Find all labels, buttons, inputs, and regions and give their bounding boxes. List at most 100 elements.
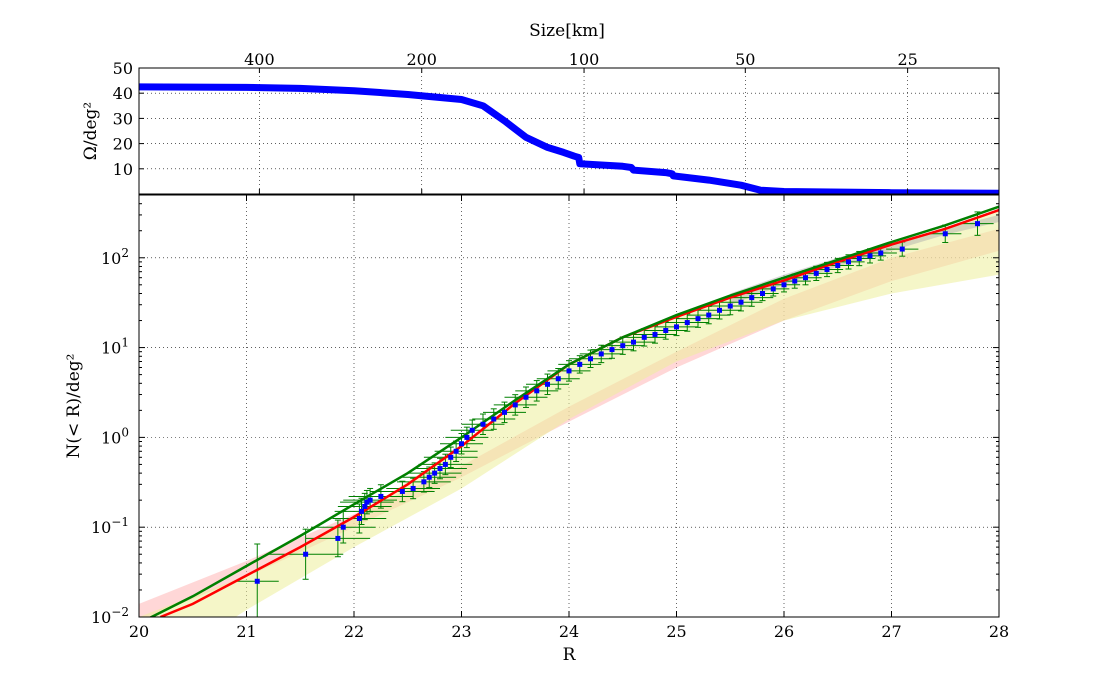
data-point — [442, 461, 448, 467]
data-point — [856, 256, 862, 262]
model-band-1 — [139, 210, 999, 617]
bottom-x-ticks: 20 21 22 23 24 25 26 27 28 — [129, 195, 1009, 641]
data-point — [674, 324, 679, 330]
data-point — [824, 267, 830, 273]
data-point — [502, 409, 507, 415]
data-point — [491, 416, 497, 422]
top-panel: 10 20 30 40 50 400 200 100 50 25 Size[km] Ω/deg² — [81, 21, 1000, 195]
data-point — [803, 275, 808, 281]
top-y-tick-label: 20 — [113, 135, 133, 154]
data-point — [942, 231, 948, 237]
bottom-y-ticks: 10−2 10−1 100 101 102 — [91, 203, 999, 627]
data-point — [652, 331, 658, 337]
data-point — [469, 427, 475, 433]
bottom-y-tick-label: 102 — [101, 246, 129, 268]
data-point — [367, 497, 373, 503]
data-point — [792, 278, 798, 284]
data-point — [727, 303, 733, 309]
bottom-x-tick-label: 20 — [129, 622, 149, 641]
data-point — [426, 474, 432, 480]
data-point — [464, 434, 470, 440]
top-axis-label: Size[km] — [529, 21, 605, 41]
data-point — [437, 466, 443, 472]
bottom-x-tick-label: 28 — [989, 622, 1009, 641]
top-size-tick-label: 100 — [569, 50, 600, 69]
top-y-tick-label: 50 — [113, 59, 133, 78]
data-point — [335, 535, 341, 541]
bottom-x-tick-label: 23 — [451, 622, 471, 641]
data-point — [523, 394, 529, 400]
data-point — [760, 291, 765, 297]
data-points — [254, 221, 980, 584]
data-point — [749, 295, 755, 301]
data-point — [459, 441, 464, 447]
data-point — [813, 270, 819, 276]
data-point — [340, 524, 346, 530]
data-point — [641, 334, 647, 340]
data-point — [512, 402, 518, 408]
data-point — [303, 551, 309, 557]
data-point — [835, 263, 841, 269]
data-point — [480, 421, 486, 427]
data-point — [577, 361, 583, 367]
data-point — [663, 327, 669, 333]
data-point — [846, 259, 851, 265]
data-point — [453, 448, 459, 454]
data-point — [684, 320, 690, 326]
top-size-ticks: 400 200 100 50 25 — [244, 50, 918, 194]
top-size-tick-label: 50 — [735, 50, 755, 69]
model-line-1 — [148, 205, 999, 617]
data-point — [534, 388, 540, 394]
data-point — [631, 339, 636, 345]
top-size-tick-label: 25 — [897, 50, 917, 69]
bottom-x-tick-label: 27 — [881, 622, 901, 641]
data-point — [254, 578, 260, 584]
data-point — [695, 316, 701, 322]
data-point — [378, 493, 384, 499]
data-point — [717, 307, 722, 313]
data-point — [356, 515, 362, 521]
model-band-2 — [730, 214, 999, 305]
data-point — [770, 286, 776, 292]
model-bands — [139, 210, 999, 617]
bottom-panel: 10−2 10−1 100 101 102 20 21 22 23 24 25 26 27 28 R N… — [64, 194, 1009, 665]
data-point — [588, 356, 593, 362]
data-point — [410, 485, 416, 491]
bottom-y-tick-label: 100 — [101, 425, 129, 447]
data-point — [545, 381, 550, 387]
bottom-y-tick-label: 10−2 — [91, 605, 129, 627]
data-point — [432, 470, 438, 476]
top-y-axis-label: Ω/deg² — [81, 102, 101, 160]
data-point — [738, 299, 744, 305]
bottom-y-tick-label: 10−1 — [91, 515, 129, 537]
data-point — [362, 503, 368, 509]
data-point — [781, 282, 787, 288]
top-y-tick-label: 10 — [113, 160, 133, 179]
data-point — [620, 343, 626, 349]
data-point — [566, 368, 572, 374]
data-point — [867, 253, 873, 259]
bottom-y-tick-label: 101 — [101, 336, 129, 358]
bottom-x-tick-label: 21 — [236, 622, 256, 641]
data-point — [598, 351, 604, 357]
model-lines — [148, 205, 999, 617]
data-point — [899, 246, 905, 252]
top-y-tick-label: 40 — [113, 84, 133, 103]
data-point — [421, 479, 427, 485]
data-point — [399, 488, 405, 494]
data-point — [609, 347, 615, 353]
bottom-x-axis-label: R — [563, 645, 577, 665]
top-axes-frame — [138, 67, 1000, 195]
top-series-line — [139, 83, 999, 194]
bottom-x-tick-label: 25 — [666, 622, 686, 641]
bottom-y-axis-label: N(< R)/deg² — [64, 354, 84, 459]
data-point — [878, 250, 884, 256]
bottom-x-tick-label: 26 — [774, 622, 794, 641]
data-point — [364, 499, 370, 505]
data-point — [359, 508, 365, 514]
top-size-tick-label: 400 — [244, 50, 275, 69]
bottom-x-tick-label: 22 — [344, 622, 364, 641]
bottom-x-tick-label: 24 — [559, 622, 579, 641]
data-point — [975, 221, 980, 227]
